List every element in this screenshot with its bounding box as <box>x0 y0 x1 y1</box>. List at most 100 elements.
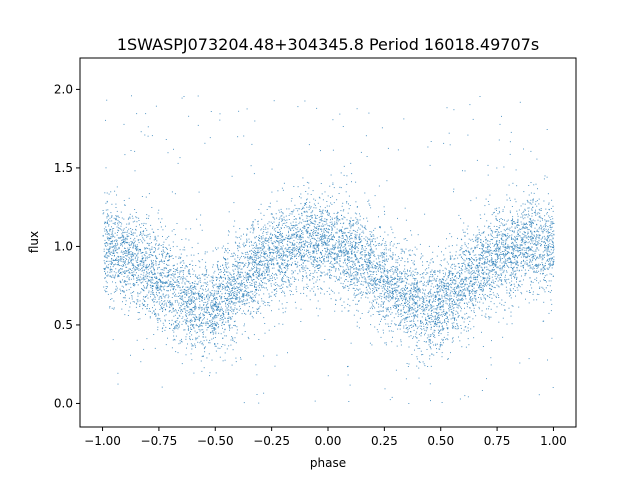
scatter-point <box>342 270 344 272</box>
scatter-point <box>272 276 274 278</box>
scatter-point <box>498 286 500 288</box>
scatter-point <box>489 296 491 298</box>
scatter-point <box>374 255 376 257</box>
scatter-point <box>475 254 477 256</box>
scatter-point <box>494 271 496 273</box>
scatter-point <box>106 231 108 233</box>
scatter-point <box>438 326 440 328</box>
scatter-point <box>339 219 341 221</box>
scatter-point <box>290 258 292 260</box>
scatter-point <box>543 279 545 281</box>
scatter-point <box>394 323 396 325</box>
scatter-point <box>320 287 322 289</box>
scatter-point <box>266 270 268 272</box>
scatter-point <box>233 273 235 275</box>
scatter-point <box>151 135 153 137</box>
scatter-point <box>164 315 166 317</box>
scatter-point <box>447 294 449 296</box>
scatter-point <box>287 240 288 242</box>
scatter-point <box>185 228 187 230</box>
scatter-point <box>105 229 107 231</box>
scatter-point <box>516 261 518 263</box>
scatter-point <box>364 260 365 262</box>
scatter-point <box>404 273 406 275</box>
scatter-point <box>121 229 123 231</box>
scatter-point <box>258 282 260 284</box>
scatter-point <box>140 233 142 235</box>
scatter-point <box>526 199 528 201</box>
scatter-point <box>373 280 375 282</box>
scatter-point <box>315 260 317 262</box>
scatter-point <box>205 270 207 272</box>
scatter-point <box>142 289 144 291</box>
scatter-point <box>143 222 145 224</box>
scatter-point <box>336 199 338 201</box>
scatter-point <box>434 296 436 298</box>
scatter-point <box>458 287 460 289</box>
scatter-point <box>115 207 117 208</box>
scatter-point <box>278 266 280 268</box>
scatter-point <box>112 228 113 230</box>
scatter-point <box>349 241 351 243</box>
scatter-point <box>148 248 150 250</box>
scatter-point <box>437 287 439 289</box>
scatter-point <box>175 289 177 291</box>
scatter-point <box>467 243 469 245</box>
scatter-point <box>218 292 220 294</box>
scatter-point <box>384 258 386 260</box>
scatter-point <box>135 244 136 246</box>
scatter-point <box>542 232 544 234</box>
scatter-point <box>241 290 242 292</box>
scatter-point <box>459 302 461 304</box>
scatter-point <box>194 309 196 311</box>
scatter-point <box>294 243 296 245</box>
scatter-point <box>247 228 249 230</box>
scatter-point <box>313 231 315 233</box>
scatter-point <box>280 271 282 273</box>
scatter-point <box>282 290 283 292</box>
scatter-point <box>294 204 296 206</box>
scatter-point <box>478 281 479 283</box>
scatter-point <box>172 241 174 243</box>
scatter-point <box>119 237 121 239</box>
scatter-point <box>138 249 140 250</box>
scatter-point <box>137 262 139 263</box>
scatter-point <box>488 251 490 253</box>
scatter-point <box>206 329 208 331</box>
scatter-point <box>465 298 467 300</box>
scatter-point <box>217 308 219 310</box>
scatter-point <box>358 293 360 295</box>
scatter-point <box>275 213 277 215</box>
scatter-point <box>281 270 283 272</box>
scatter-point <box>272 243 274 245</box>
scatter-point <box>192 286 194 288</box>
scatter-point <box>349 305 351 307</box>
scatter-point <box>438 297 440 299</box>
scatter-point <box>392 270 394 272</box>
scatter-point <box>296 263 298 265</box>
scatter-point <box>241 303 243 305</box>
scatter-point <box>162 256 164 258</box>
scatter-point <box>349 248 350 250</box>
scatter-point <box>420 328 422 329</box>
scatter-point <box>213 337 214 339</box>
scatter-point <box>169 269 171 271</box>
scatter-point <box>487 245 489 247</box>
scatter-point <box>215 331 217 333</box>
scatter-point <box>261 284 263 286</box>
scatter-point <box>313 220 315 222</box>
scatter-point <box>484 236 486 238</box>
scatter-point <box>346 252 348 254</box>
scatter-point <box>121 239 123 241</box>
scatter-point <box>408 403 410 404</box>
scatter-point <box>197 124 199 126</box>
scatter-point <box>492 263 494 265</box>
scatter-point <box>301 259 303 261</box>
scatter-point <box>528 291 530 293</box>
scatter-point <box>150 281 152 283</box>
scatter-point <box>491 261 493 263</box>
scatter-point <box>297 265 299 267</box>
scatter-point <box>257 302 259 304</box>
scatter-point <box>235 296 237 298</box>
scatter-point <box>324 210 326 212</box>
